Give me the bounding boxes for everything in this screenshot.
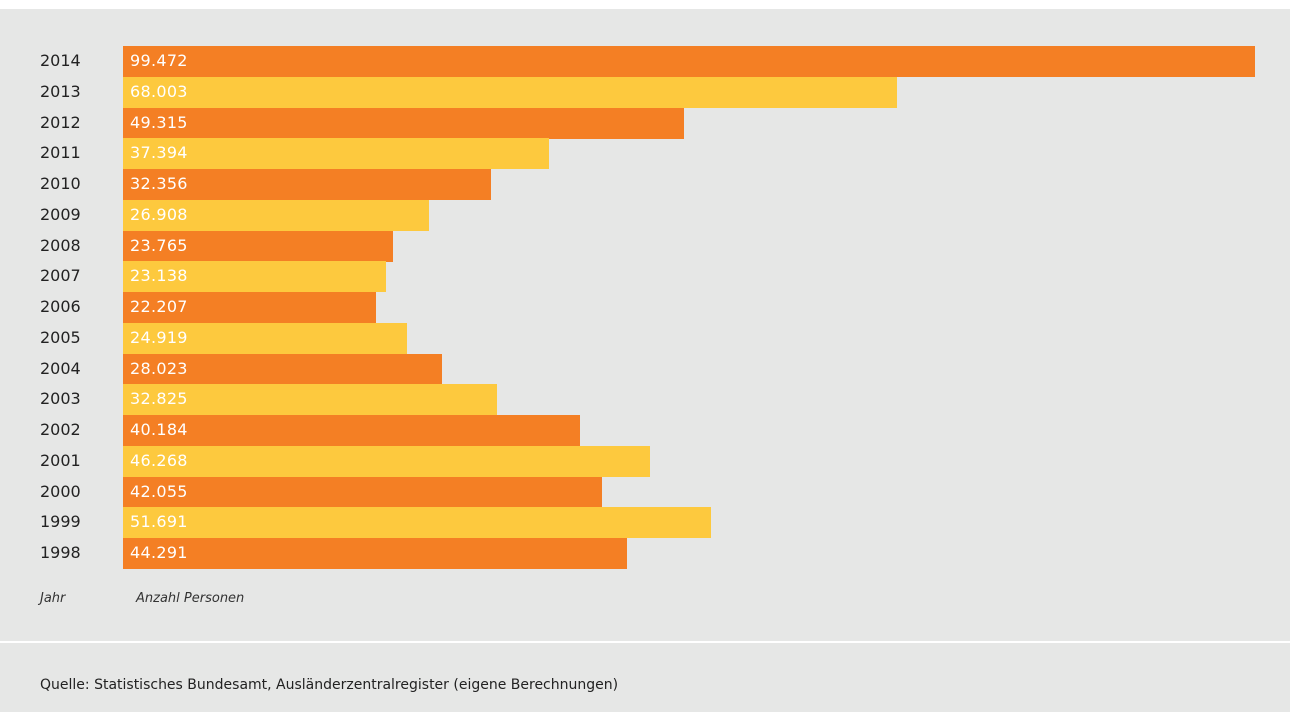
x-axis-label: Anzahl Personen: [136, 591, 245, 606]
data-label: 42.055: [130, 481, 188, 501]
y-tick-label: 2014: [40, 51, 81, 70]
data-label: 26.908: [130, 204, 188, 224]
data-label: 22.207: [130, 297, 188, 316]
bar-row: 2013 68.003: [0, 76, 1290, 108]
bar-row: 2011 37.394: [0, 138, 1290, 170]
bar: [123, 322, 407, 354]
y-tick-label: 2002: [40, 420, 81, 439]
bar-row: 2004 28.023: [0, 353, 1290, 385]
y-tick-label: 2003: [40, 389, 81, 409]
bar: [123, 507, 712, 539]
bar-row: 2010 32.356: [0, 169, 1290, 200]
bar-row: 2012 49.315: [0, 107, 1290, 139]
bar: [123, 230, 394, 262]
data-label: 99.472: [130, 51, 188, 70]
data-label: 23.765: [130, 235, 188, 255]
bar: [123, 415, 581, 446]
y-axis-label: Jahr: [40, 591, 66, 606]
y-tick-label: 2011: [40, 143, 81, 163]
bar: [123, 292, 376, 323]
y-tick-label: 2004: [40, 358, 81, 378]
y-tick-label: 2006: [40, 297, 81, 316]
y-tick-label: 1999: [40, 512, 81, 532]
bar: [123, 107, 685, 139]
data-label: 28.023: [130, 358, 188, 378]
bar-row: 2007 23.138: [0, 261, 1290, 293]
data-label: 51.691: [130, 512, 188, 532]
data-label: 37.394: [130, 143, 188, 163]
bar-row: 2006 22.207: [0, 292, 1290, 323]
bar: [123, 261, 387, 293]
y-tick-label: 2013: [40, 81, 81, 101]
data-label: 40.184: [130, 420, 188, 439]
bar-row: 1998 44.291: [0, 538, 1290, 569]
bar-row: 2008 23.765: [0, 230, 1290, 262]
chart-panel: 2014 99.472 2013 68.003 2012 49.315 2011 37.394…: [0, 9, 1290, 712]
bar: [123, 199, 430, 231]
bar-row: 2001 46.268: [0, 445, 1290, 477]
y-tick-label: 2008: [40, 235, 81, 255]
bar-row: 1999 51.691: [0, 507, 1290, 539]
data-label: 44.291: [130, 543, 188, 562]
bar-row: 2003 32.825: [0, 384, 1290, 416]
bar: [123, 384, 497, 416]
bar-row: 2014 99.472: [0, 46, 1290, 77]
bar-row: 2000 42.055: [0, 476, 1290, 508]
y-tick-label: 2000: [40, 481, 81, 501]
bar: [123, 76, 897, 108]
y-tick-label: 2005: [40, 327, 81, 347]
bar-row: 2009 26.908: [0, 199, 1290, 231]
data-label: 32.825: [130, 389, 188, 409]
bar: [123, 138, 549, 170]
data-label: 32.356: [130, 174, 188, 193]
bar: [123, 46, 1255, 77]
bar-chart: 2014 99.472 2013 68.003 2012 49.315 2011 37.394…: [0, 9, 1290, 641]
y-tick-label: 1998: [40, 543, 81, 562]
y-tick-label: 2010: [40, 174, 81, 193]
bar-row: 2002 40.184: [0, 415, 1290, 446]
data-label: 68.003: [130, 81, 188, 101]
y-tick-label: 2009: [40, 204, 81, 224]
bar: [123, 476, 602, 508]
data-label: 24.919: [130, 327, 188, 347]
divider: [0, 641, 1290, 643]
bar: [123, 353, 442, 385]
data-label: 23.138: [130, 266, 188, 286]
bar: [123, 538, 628, 569]
bar-row: 2005 24.919: [0, 322, 1290, 354]
bar: [123, 169, 492, 200]
data-label: 46.268: [130, 450, 188, 470]
bar: [123, 445, 650, 477]
data-label: 49.315: [130, 112, 188, 132]
y-tick-label: 2001: [40, 450, 81, 470]
y-tick-label: 2012: [40, 112, 81, 132]
y-tick-label: 2007: [40, 266, 81, 286]
source-note: Quelle: Statistisches Bundesamt, Ausländ…: [40, 677, 619, 693]
